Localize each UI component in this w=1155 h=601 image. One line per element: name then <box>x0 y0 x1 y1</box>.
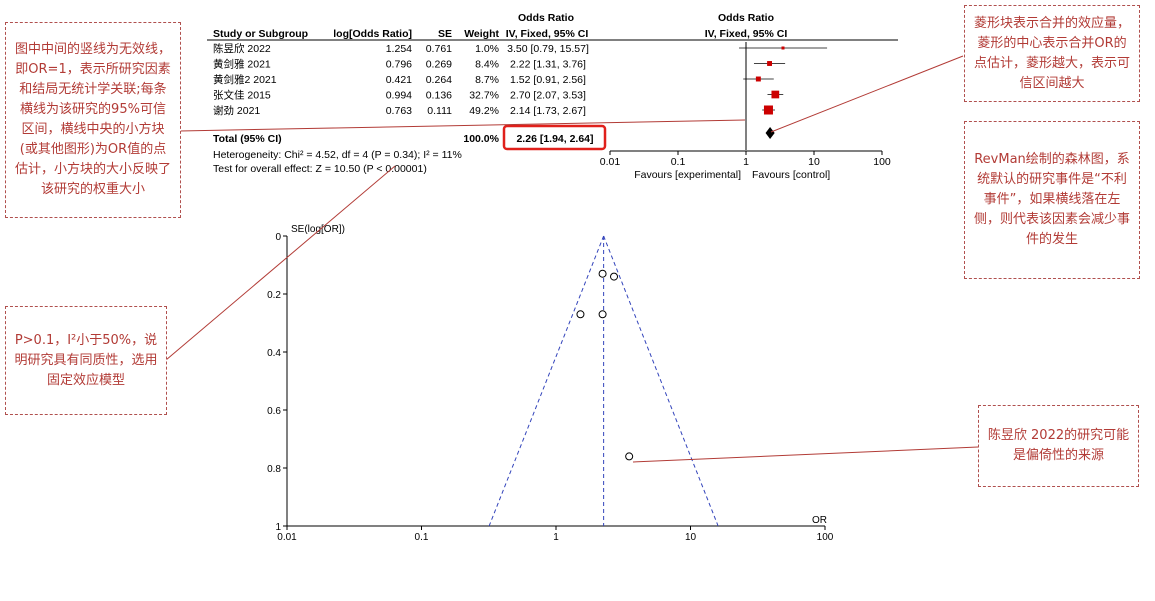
total-ci-highlight <box>502 124 607 151</box>
header-plot-sub: IV, Fixed, 95% CI <box>705 28 788 40</box>
forest-row: 黄剑雅2 2021 0.421 0.264 8.7% 1.52 [0.91, 2.56] <box>213 73 586 86</box>
study-logor: 0.994 <box>386 90 412 102</box>
funnel-right-boundary <box>603 235 719 527</box>
study-name: 张文佳 2015 <box>213 89 271 102</box>
study-name: 谢劲 2021 <box>213 104 260 117</box>
forest-row: 张文佳 2015 0.994 0.136 32.7% 2.70 [2.07, 3.53] <box>213 89 586 102</box>
study-point-marker <box>781 46 785 50</box>
funnel-left-boundary <box>488 235 605 527</box>
forest-plot-area: 0.01 0.1 1 10 100 <box>600 42 891 168</box>
study-ci: 2.14 [1.73, 2.67] <box>510 105 586 117</box>
funnel-x-label: OR <box>812 515 827 526</box>
header-se: SE <box>438 28 452 40</box>
funnel-y-tick-label: 0.4 <box>267 348 281 359</box>
funnel-study-point <box>576 310 585 319</box>
study-logor: 1.254 <box>386 43 412 55</box>
leader-heterogeneity-note <box>165 165 396 361</box>
header-or-top: Odds Ratio <box>518 12 574 24</box>
study-weight: 8.7% <box>475 74 499 86</box>
study-ci: 2.22 [1.31, 3.76] <box>510 59 586 71</box>
study-weight: 1.0% <box>475 43 499 55</box>
funnel-x-tick-label: 1 <box>553 532 559 543</box>
funnel-y-tick-label: 0.8 <box>267 464 281 475</box>
funnel-y-tick-label: 0.2 <box>267 290 281 301</box>
forest-x-tick-label: 0.01 <box>600 156 621 168</box>
header-logor: log[Odds Ratio] <box>333 28 412 40</box>
study-logor: 0.421 <box>386 74 412 86</box>
forest-x-tick-label: 10 <box>808 156 820 168</box>
leader-bias-note <box>632 446 979 463</box>
study-weight: 32.7% <box>469 90 499 102</box>
header-plot-top: Odds Ratio <box>718 12 774 24</box>
funnel-study-point <box>625 452 634 461</box>
header-or-sub: IV, Fixed, 95% CI <box>506 28 589 40</box>
funnel-x-tick-label: 100 <box>817 532 834 543</box>
pooled-diamond <box>765 127 775 139</box>
callout-revman-note: RevMan绘制的森林图，系统默认的研究事件是“不利事件”，如果横线落在左侧，则… <box>964 121 1140 279</box>
header-weight: Weight <box>464 28 499 40</box>
annotation-lines <box>165 55 979 463</box>
funnel-y-tick-label: 0.6 <box>267 406 281 417</box>
study-point-marker <box>771 90 780 99</box>
callout-bias-note: 陈昱欣 2022的研究可能是偏倚性的来源 <box>978 405 1139 487</box>
study-name: 黄剑雅 2021 <box>213 58 271 71</box>
callout-diamond-note: 菱形块表示合并的效应量，菱形的中心表示合并OR的点估计，菱形越大，表示可信区间越… <box>964 5 1140 102</box>
favours-right: Favours [control] <box>752 169 830 181</box>
study-name: 陈昱欣 2022 <box>213 42 271 55</box>
total-ci: 2.26 [1.94, 2.64] <box>516 133 593 145</box>
study-se: 0.111 <box>427 105 452 117</box>
callout-heterogeneity-note: P>0.1，I²小于50%，说明研究具有同质性，选用固定效应模型 <box>5 306 167 415</box>
total-weight: 100.0% <box>463 133 499 145</box>
favours-left: Favours [experimental] <box>634 169 741 181</box>
forest-row: 陈昱欣 2022 1.254 0.761 1.0% 3.50 [0.79, 15.57] <box>213 42 589 55</box>
funnel-x-tick-label: 0.01 <box>277 532 297 543</box>
study-point-marker <box>767 61 773 66</box>
study-point-marker <box>755 76 761 82</box>
study-logor: 0.763 <box>386 105 412 117</box>
forest-row: 谢劲 2021 0.763 0.111 49.2% 2.14 [1.73, 2.67] <box>213 104 586 117</box>
funnel-plot: 00.20.40.60.810.01 0.1 1 10 100 <box>267 232 834 543</box>
study-se: 0.761 <box>426 43 452 55</box>
study-ci: 3.50 [0.79, 15.57] <box>507 43 589 55</box>
heterogeneity-text: Heterogeneity: Chi² = 4.52, df = 4 (P = … <box>213 149 462 161</box>
forest-x-tick-label: 0.1 <box>671 156 686 168</box>
study-ci: 1.52 [0.91, 2.56] <box>510 74 586 86</box>
study-weight: 8.4% <box>475 59 499 71</box>
forest-x-tick-label: 1 <box>743 156 749 168</box>
study-name: 黄剑雅2 2021 <box>213 73 277 86</box>
leader-forest-note <box>179 119 746 132</box>
funnel-y-tick-label: 1 <box>275 522 281 533</box>
callout-forest-note: 图中中间的竖线为无效线，即OR=1，表示所研究因素和结局无统计学关联;每条横线为… <box>5 22 181 218</box>
funnel-study-point <box>598 310 607 319</box>
funnel-x-tick-label: 10 <box>685 532 697 543</box>
study-logor: 0.796 <box>386 59 412 71</box>
total-label: Total (95% CI) <box>213 133 282 145</box>
study-weight: 49.2% <box>469 105 499 117</box>
study-se: 0.264 <box>426 74 452 86</box>
leader-diamond-note <box>770 55 964 133</box>
funnel-study-point <box>598 269 607 278</box>
study-se: 0.269 <box>426 59 452 71</box>
forest-header: Odds Ratio Odds Ratio Study or Subgroup … <box>213 12 787 40</box>
forest-total-row: Total (95% CI) 100.0% 2.26 [1.94, 2.64] … <box>213 124 830 181</box>
study-ci: 2.70 [2.07, 3.53] <box>510 90 586 102</box>
forest-rows: 陈昱欣 2022 1.254 0.761 1.0% 3.50 [0.79, 15.57]… <box>213 42 589 117</box>
study-point-marker <box>763 105 773 115</box>
header-study: Study or Subgroup <box>213 28 308 40</box>
overall-effect-text: Test for overall effect: Z = 10.50 (P < … <box>213 163 427 175</box>
study-se: 0.136 <box>426 90 452 102</box>
forest-x-tick-label: 100 <box>873 156 891 168</box>
forest-row: 黄剑雅 2021 0.796 0.269 8.4% 2.22 [1.31, 3.76] <box>213 58 586 71</box>
funnel-x-tick-label: 0.1 <box>415 532 429 543</box>
funnel-y-tick-label: 0 <box>275 232 281 243</box>
funnel-y-label: SE(log[OR]) <box>291 224 345 235</box>
funnel-study-point <box>610 272 619 281</box>
